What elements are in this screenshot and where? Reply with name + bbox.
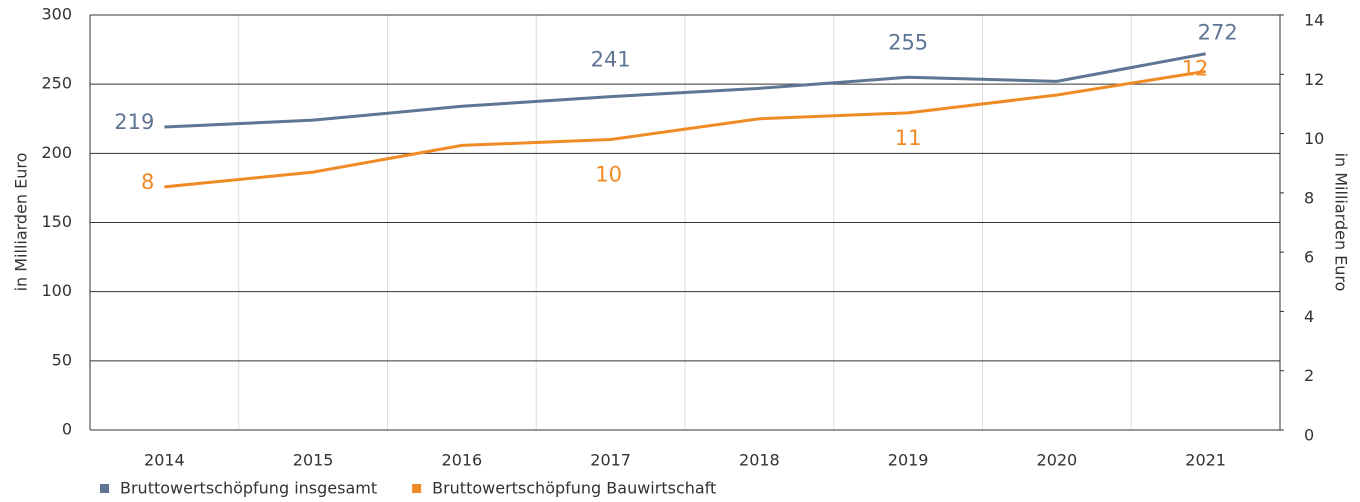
y-tick-label: 250: [41, 74, 72, 93]
value-label: 219: [114, 110, 154, 134]
y2-tick-label: 4: [1304, 307, 1314, 326]
value-label: 241: [591, 48, 631, 72]
x-tick-label: 2018: [739, 451, 780, 470]
value-label: 12: [1182, 56, 1209, 80]
x-tick-label: 2020: [1037, 451, 1078, 470]
x-tick-label: 2021: [1185, 451, 1226, 470]
y2-tick-label: 2: [1304, 366, 1314, 385]
y-tick-label: 200: [41, 143, 72, 162]
legend-swatch: [100, 484, 109, 493]
value-label: 255: [888, 30, 928, 54]
legend-label: Bruttowertschöpfung insgesamt: [120, 479, 377, 498]
y2-axis-label: in Milliarden Euro: [1332, 153, 1351, 292]
value-label: 272: [1198, 21, 1238, 45]
y2-tick-label: 0: [1304, 426, 1314, 445]
y2-tick-label: 14: [1304, 11, 1324, 30]
value-label: 8: [141, 170, 154, 194]
x-tick-label: 2016: [442, 451, 483, 470]
x-tick-label: 2017: [590, 451, 631, 470]
x-tick-label: 2015: [293, 451, 334, 470]
legend-label: Bruttowertschöpfung Bauwirtschaft: [432, 479, 716, 498]
value-label: 11: [895, 126, 922, 150]
y2-tick-label: 10: [1304, 129, 1324, 148]
y-tick-label: 100: [41, 281, 72, 300]
x-tick-label: 2019: [888, 451, 929, 470]
y-tick-label: 300: [41, 5, 72, 24]
y-tick-label: 50: [52, 350, 72, 369]
y-axis-label: in Milliarden Euro: [12, 153, 31, 292]
y2-tick-label: 12: [1304, 70, 1324, 89]
y2-tick-label: 6: [1304, 248, 1314, 267]
x-tick-label: 2014: [144, 451, 185, 470]
y-tick-label: 0: [62, 420, 72, 439]
y-tick-label: 150: [41, 212, 72, 231]
legend-swatch: [412, 484, 422, 493]
y2-tick-label: 8: [1304, 188, 1314, 207]
series-line: [164, 52, 1206, 129]
value-label: 10: [595, 163, 622, 187]
series-line: [164, 69, 1206, 189]
